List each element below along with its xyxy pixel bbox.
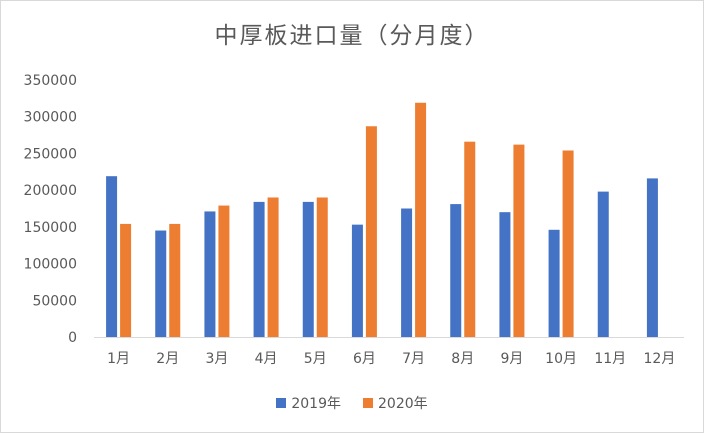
y-tick-label: 150000 xyxy=(24,220,77,236)
chart-legend: 2019年 2020年 xyxy=(0,393,704,413)
x-tick-label: 2月 xyxy=(156,351,179,367)
legend-label: 2020年 xyxy=(378,396,428,412)
y-tick-label: 0 xyxy=(68,330,77,346)
bar-series-1 xyxy=(253,201,265,337)
legend-swatch xyxy=(363,398,373,408)
y-tick-label: 100000 xyxy=(24,257,77,273)
legend-item: 2019年 xyxy=(276,393,341,413)
bar-series-1 xyxy=(351,224,363,337)
bar-series-2 xyxy=(415,102,427,338)
x-tick-label: 4月 xyxy=(255,351,278,367)
legend-item: 2020年 xyxy=(363,393,428,413)
bar-series-1 xyxy=(106,176,118,337)
bar-series-1 xyxy=(597,191,609,337)
bar-series-2 xyxy=(267,197,279,337)
chart-title: 中厚板进口量（分月度） xyxy=(214,23,490,49)
y-tick-label: 200000 xyxy=(24,183,77,199)
x-tick-label: 12月 xyxy=(644,351,676,367)
bar-series-2 xyxy=(316,197,328,337)
x-tick-label: 3月 xyxy=(205,351,228,367)
bar-series-1 xyxy=(204,211,216,337)
bar-series-2 xyxy=(562,150,574,337)
y-tick-label: 50000 xyxy=(32,293,77,309)
bar-series-1 xyxy=(155,230,167,337)
x-tick-label: 11月 xyxy=(594,351,626,367)
y-tick-label: 350000 xyxy=(24,73,77,89)
bar-series-2 xyxy=(365,126,377,337)
x-tick-label: 6月 xyxy=(353,351,376,367)
legend-swatch xyxy=(276,398,287,408)
bar-series-1 xyxy=(499,212,511,337)
x-tick-label: 7月 xyxy=(402,351,425,367)
bar-series-2 xyxy=(169,223,181,337)
bar-series-2 xyxy=(464,141,476,337)
x-tick-label: 9月 xyxy=(500,351,523,367)
x-tick-label: 5月 xyxy=(304,351,327,367)
bar-series-2 xyxy=(513,144,525,337)
bar-series-1 xyxy=(302,201,314,337)
legend-label: 2019年 xyxy=(291,396,341,412)
y-tick-label: 250000 xyxy=(24,146,77,162)
bar-series-2 xyxy=(120,223,132,337)
bar-series-1 xyxy=(548,229,560,337)
x-tick-label: 10月 xyxy=(545,351,577,367)
bar-series-1 xyxy=(646,178,658,337)
bar-series-2 xyxy=(218,205,230,337)
y-tick-label: 300000 xyxy=(24,110,77,126)
bar-series-1 xyxy=(401,208,413,337)
x-tick-label: 8月 xyxy=(451,351,474,367)
bar-series-1 xyxy=(450,204,462,337)
x-tick-label: 1月 xyxy=(107,351,130,367)
